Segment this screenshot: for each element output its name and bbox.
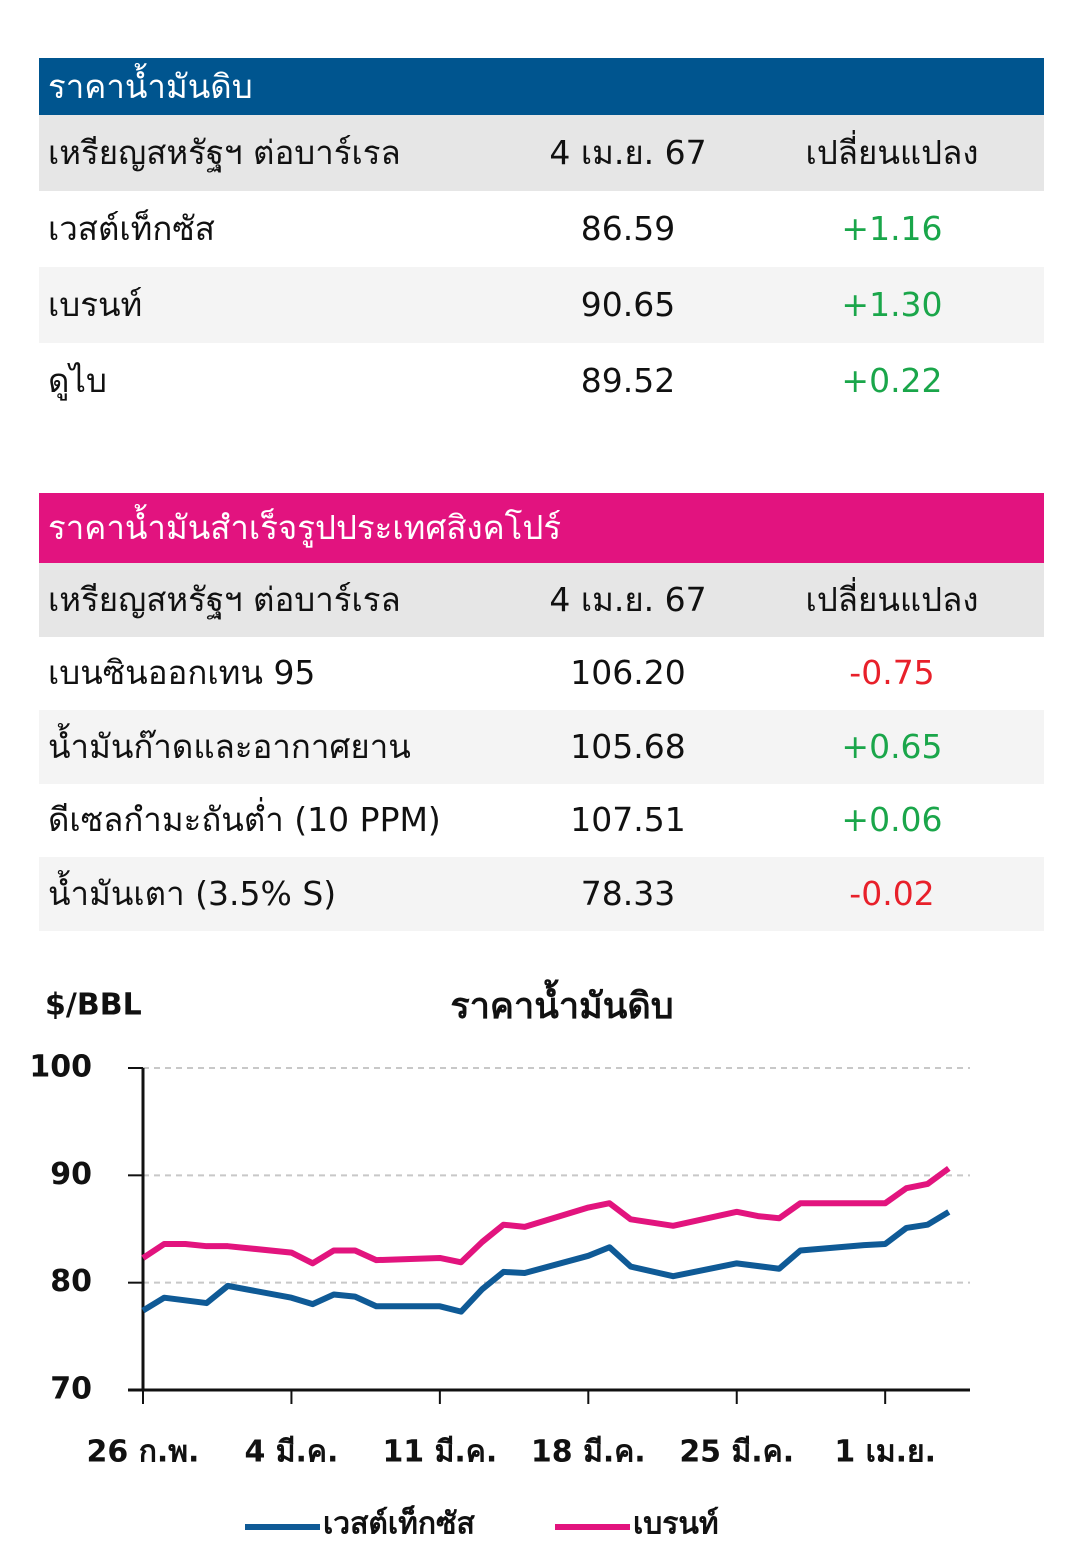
cell: +0.06 [841,800,943,840]
cell: 107.51 [570,800,686,840]
legend-label: เวสต์เท็กซัส [323,1505,475,1542]
cell: +0.22 [841,361,943,400]
header-cell: เหรียญสหรัฐฯ ต่อบาร์เรล [48,579,401,619]
header-cell: เปลี่ยนแปลง [805,579,979,619]
cell: -0.02 [849,873,935,913]
cell: น้ำมันก๊าดและอากาศยาน [48,726,411,766]
cell: +0.65 [841,726,943,766]
cell: 105.68 [570,726,686,766]
cell: เบนซินออกเทน 95 [48,653,316,693]
header-cell: 4 เม.ย. 67 [549,579,707,619]
table-title-bar [39,493,1044,563]
table-row [39,343,1044,419]
table-title: ราคาน้ำมันสำเร็จรูปประเทศสิงคโปร์ [48,508,562,547]
cell: 78.33 [580,873,676,913]
chart-title: ราคาน้ำมันดิบ [450,979,673,1027]
table-row [39,857,1044,931]
table-header-row [39,563,1044,637]
table-title: ราคาน้ำมันดิบ [48,66,253,106]
data-line [141,1209,951,1315]
table-header-row [39,115,1044,191]
cell: +1.30 [841,285,943,324]
table-row [39,710,1044,784]
x-tick-label: 26 ก.พ. [87,1435,200,1470]
table-row [39,783,1044,857]
header-cell: เหรียญสหรัฐฯ ต่อบาร์เรล [48,133,401,172]
cell: น้ำมันเตา (3.5% S) [48,873,337,913]
x-tick-label: 4 มี.ค. [244,1435,338,1470]
cell: 86.59 [580,209,676,248]
cell: เวสต์เท็กซัส [48,209,215,248]
y-tick-label: 70 [50,1372,92,1407]
table-title-bar [39,58,1044,115]
cell: -0.75 [849,653,935,693]
y-tick-label: 80 [50,1264,92,1299]
cell: 106.20 [570,653,686,693]
cell: 90.65 [580,285,676,324]
y-tick-label: 90 [50,1157,92,1192]
cell: 89.52 [580,361,676,400]
cell: ดูไบ [48,361,107,400]
y-tick-label: 100 [29,1050,92,1085]
table-row [39,191,1044,267]
header-cell: 4 เม.ย. 67 [549,133,707,172]
cell: เบรนท์ [48,285,143,324]
header-cell: เปลี่ยนแปลง [805,133,979,172]
x-tick-label: 11 มี.ค. [382,1435,497,1470]
axis-unit: $/BBL [45,988,142,1023]
cell: ดีเซลกำมะถันต่ำ (10 PPM) [48,800,441,840]
cell: +1.16 [841,209,943,248]
x-tick-label: 18 มี.ค. [531,1435,646,1470]
x-tick-label: 25 มี.ค. [679,1435,794,1470]
x-tick-label: 1 เม.ย. [834,1435,936,1470]
table-row [39,636,1044,710]
legend-label: เบรนท์ [633,1507,719,1542]
data-line [141,1165,951,1267]
table-row [39,267,1044,343]
